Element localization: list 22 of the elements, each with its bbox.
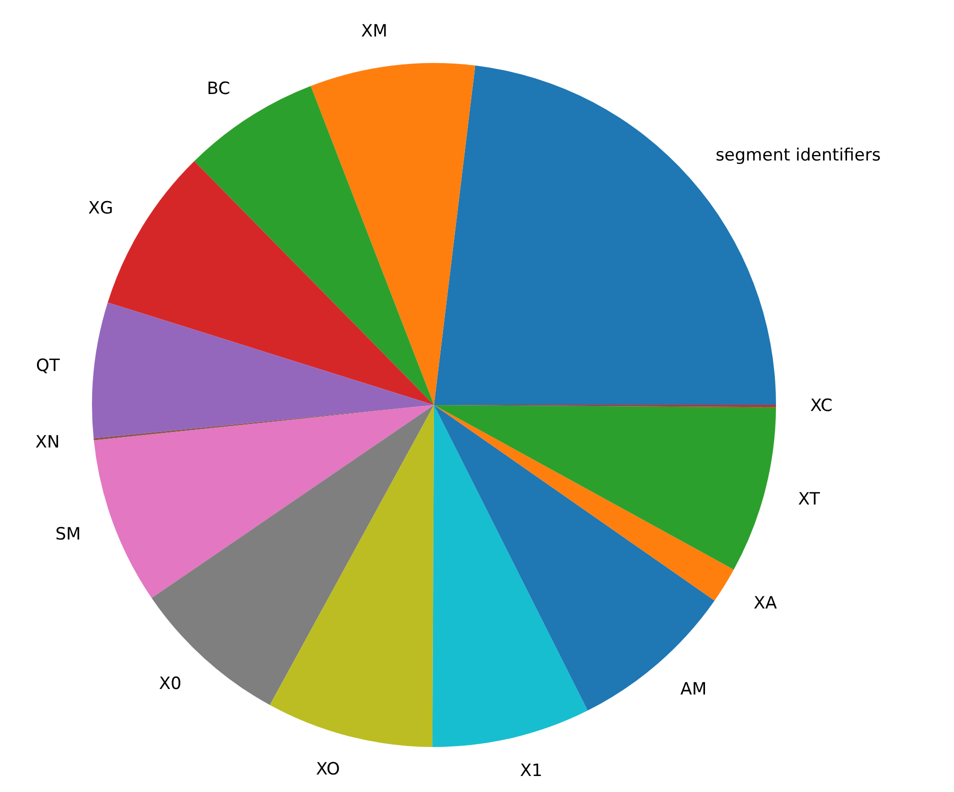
- slice-label: XA: [754, 593, 778, 614]
- pie-slice: [434, 405, 776, 570]
- slice-label: AM: [680, 679, 707, 700]
- slice-label: X0: [158, 674, 182, 694]
- pie-slice: [152, 405, 434, 706]
- slice-label: XT: [798, 490, 820, 510]
- slice-label: BC: [206, 78, 230, 99]
- slice-label: SM: [55, 524, 81, 545]
- pie-slice: [94, 405, 434, 598]
- slice-label: QT: [36, 356, 60, 376]
- pie-slice: [310, 63, 476, 405]
- slice-label: XC: [810, 396, 832, 416]
- slice-label: XO: [316, 759, 340, 780]
- slice-label: segment identifiers: [716, 146, 881, 166]
- slice-label: XG: [88, 198, 114, 219]
- slice-label: XN: [35, 432, 60, 453]
- pie-slice: [270, 405, 434, 747]
- pie-slice: [92, 302, 434, 438]
- pie-slice: [432, 405, 588, 747]
- slice-label: XM: [361, 22, 388, 42]
- slice-label: X1: [520, 761, 542, 782]
- pie-slice: [434, 405, 734, 601]
